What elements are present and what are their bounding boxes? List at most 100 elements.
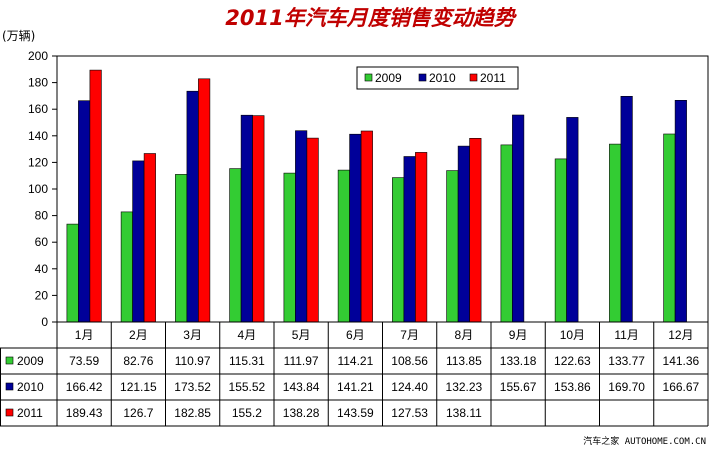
- legend-label-2009: 2009: [375, 71, 402, 85]
- legend-swatch-2010: [418, 73, 427, 82]
- data-label: 133.18: [500, 354, 537, 368]
- data-label: 113.85: [446, 354, 482, 368]
- bar-2009-10: [554, 158, 567, 323]
- bar-2010-2: [132, 160, 145, 323]
- y-tick-label: 200: [28, 49, 48, 63]
- bar-2010-11: [620, 96, 633, 323]
- data-label: 133.77: [608, 354, 645, 368]
- bar-2010-8: [457, 145, 470, 323]
- data-label: 138.28: [283, 406, 320, 420]
- data-label: 141.21: [337, 380, 374, 394]
- x-tick-label: 11月: [614, 328, 638, 342]
- x-tick-label: 2月: [129, 328, 148, 342]
- y-tick-label: 40: [35, 262, 49, 276]
- x-tick-label: 5月: [292, 328, 311, 342]
- bar-2011-5: [306, 137, 319, 323]
- data-label: 115.31: [229, 354, 265, 368]
- bar-2009-1: [66, 223, 79, 323]
- data-label: 73.59: [69, 354, 99, 368]
- plot-area: 0 20 40 60 80 100 120 140 160 180 200 2009 2010 2011: [28, 49, 709, 329]
- data-label: 121.15: [120, 380, 157, 394]
- bar-2011-8: [469, 138, 482, 323]
- bar-2009-8: [446, 170, 459, 323]
- legend-swatch-2009: [364, 73, 373, 82]
- data-label: 173.52: [174, 380, 211, 394]
- x-tick-label: 3月: [183, 328, 202, 342]
- data-label: 122.63: [554, 354, 591, 368]
- data-label: 166.67: [663, 380, 700, 394]
- legend-label-2010: 2010: [429, 71, 456, 85]
- bar-2009-12: [663, 133, 676, 323]
- table-row-label-2011: 2011: [17, 406, 43, 420]
- bar-2011-6: [360, 130, 373, 323]
- x-tick-label: 12月: [668, 328, 693, 342]
- table-row-label-2010: 2010: [17, 380, 44, 394]
- bar-2009-3: [175, 174, 188, 323]
- data-label: 166.42: [66, 380, 103, 394]
- data-label: 108.56: [391, 354, 428, 368]
- data-label: 169.70: [608, 380, 645, 394]
- data-label: 155.67: [500, 380, 537, 394]
- bar-2010-1: [78, 100, 91, 323]
- y-tick-label: 100: [28, 182, 48, 196]
- table-row-swatch-2011: [5, 408, 14, 417]
- bar-2009-5: [283, 172, 296, 323]
- table-row-swatch-2010: [5, 382, 14, 391]
- y-tick-label: 20: [35, 288, 49, 302]
- chart-title: 2011年汽车月度销售变动趋势: [225, 6, 517, 30]
- data-label: 124.40: [391, 380, 428, 394]
- y-axis-unit-label: (万辆): [2, 29, 35, 43]
- y-tick-label: 120: [28, 155, 48, 169]
- data-label: 143.84: [283, 380, 320, 394]
- data-label: 82.76: [123, 354, 153, 368]
- legend-swatch-2011: [469, 73, 478, 82]
- x-tick-label: 7月: [400, 328, 419, 342]
- x-tick-label: 9月: [509, 328, 528, 342]
- bar-2009-9: [500, 144, 513, 323]
- data-label: 153.86: [554, 380, 591, 394]
- x-tick-label: 4月: [238, 328, 257, 342]
- bar-2009-7: [392, 177, 405, 323]
- y-tick-label: 160: [28, 102, 48, 116]
- data-label: 141.36: [663, 354, 700, 368]
- plot-frame: [56, 55, 709, 323]
- bar-2009-6: [337, 169, 350, 323]
- bar-2010-9: [512, 114, 525, 323]
- table-row-swatch-2009: [5, 356, 14, 365]
- data-label: 127.53: [391, 406, 428, 420]
- bar-2011-3: [198, 78, 211, 323]
- y-tick-label: 140: [28, 129, 48, 143]
- bar-2009-11: [609, 143, 622, 323]
- legend-label-2011: 2011: [480, 71, 506, 85]
- legend-box: [356, 66, 519, 90]
- data-label: 155.2: [232, 406, 262, 420]
- y-tick-label: 0: [41, 315, 48, 329]
- bar-2011-4: [252, 115, 265, 323]
- bar-2010-10: [566, 117, 579, 323]
- data-label: 155.52: [229, 380, 266, 394]
- bar-2009-2: [120, 211, 133, 323]
- data-label: 138.11: [446, 406, 482, 420]
- data-label: 126.7: [123, 406, 153, 420]
- y-tick-label: 80: [35, 209, 49, 223]
- bar-2010-12: [674, 100, 687, 323]
- bar-2011-2: [143, 153, 156, 323]
- x-tick-label: 8月: [455, 328, 474, 342]
- watermark-text: 汽车之家 AUTOHOME.COM.CN: [583, 435, 706, 447]
- data-label: 189.43: [66, 406, 103, 420]
- y-tick-label: 60: [35, 235, 49, 249]
- data-label: 132.23: [446, 380, 483, 394]
- bar-2010-6: [349, 133, 362, 323]
- y-tick-label: 180: [28, 76, 48, 90]
- data-label: 143.59: [337, 406, 374, 420]
- bar-2010-4: [240, 114, 253, 323]
- data-label: 110.97: [175, 354, 211, 368]
- bar-2010-3: [186, 90, 199, 323]
- bar-2011-7: [415, 152, 428, 323]
- bar-2009-4: [229, 168, 242, 323]
- data-label: 182.85: [174, 406, 211, 420]
- x-tick-label: 1月: [75, 328, 94, 342]
- bar-2010-7: [403, 156, 416, 323]
- data-label: 114.21: [337, 354, 373, 368]
